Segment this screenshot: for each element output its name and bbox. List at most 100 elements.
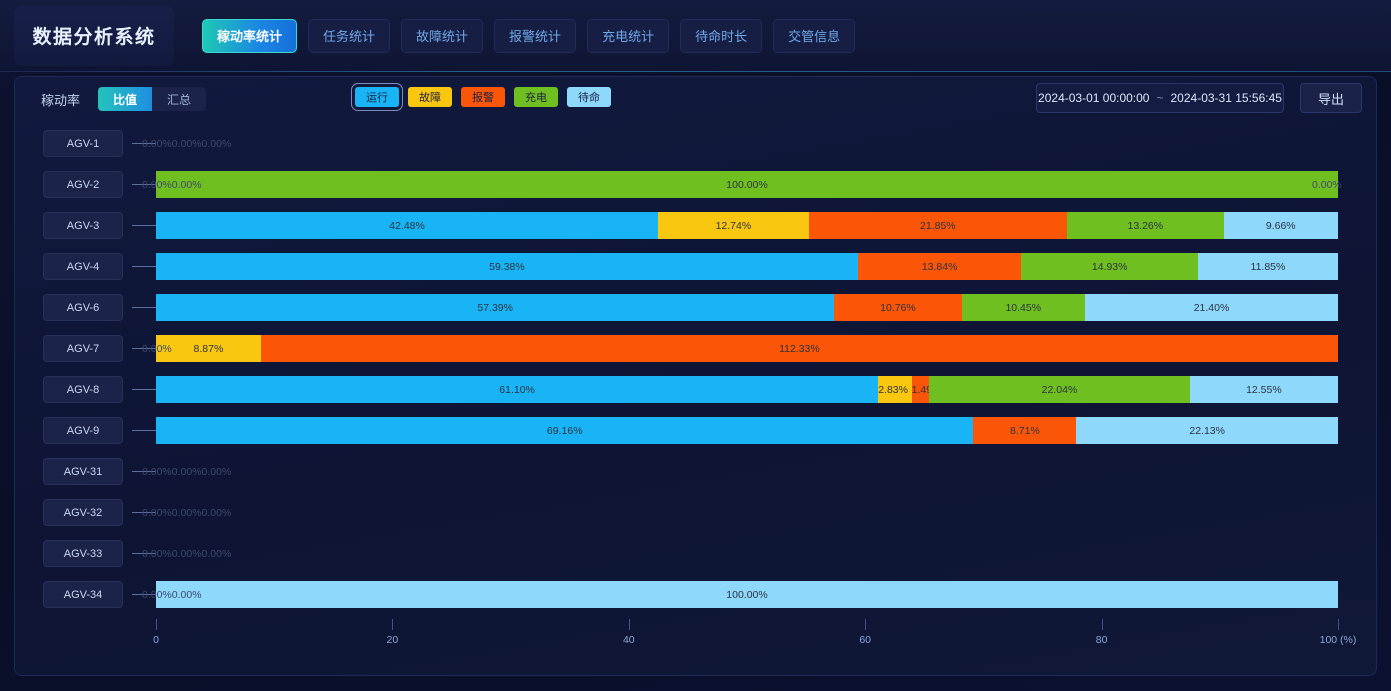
row-label-text: AGV-32 [63, 506, 103, 519]
export-button-label: 导出 [1317, 91, 1344, 107]
legend-filter-2[interactable]: 报警 [461, 87, 505, 107]
chart-row: AGV-34 100.00% 0.00%0.00% [15, 574, 1376, 615]
stacked-bar: 100.00% [156, 171, 1338, 198]
row-label-agv-6[interactable]: AGV-6 [43, 294, 123, 321]
tab-2[interactable]: 故障统计 [401, 18, 484, 53]
bar-segment-报警[interactable]: 10.76% [834, 294, 962, 321]
stacked-bar [156, 130, 1338, 157]
bar-segment-value: 13.26% [1127, 219, 1164, 232]
rate-mode-label: 比值 [113, 92, 138, 107]
tab-3[interactable]: 报警统计 [494, 18, 577, 53]
tab-1[interactable]: 任务统计 [308, 18, 391, 53]
bar-segment-运行[interactable]: 69.16% [156, 417, 974, 444]
tab-5[interactable]: 待命时长 [680, 18, 763, 53]
row-label-agv-33[interactable]: AGV-33 [43, 540, 123, 567]
bar-segment-待命[interactable]: 100.00% [156, 581, 1338, 608]
row-label-agv-34[interactable]: AGV-34 [43, 581, 123, 608]
bar-segment-故障[interactable]: 8.87% [156, 335, 261, 362]
bar-segment-value: 61.10% [499, 383, 535, 396]
row-label-text: AGV-4 [66, 260, 100, 273]
bar-segment-待命[interactable]: 12.55% [1189, 376, 1339, 403]
bar-segment-充电[interactable]: 13.26% [1066, 212, 1224, 239]
rate-mode-0[interactable]: 比值 [98, 87, 153, 111]
axis-tick-label: 20 [386, 634, 399, 646]
bar-segment-故障[interactable]: 12.74% [658, 212, 809, 239]
rate-mode-1[interactable]: 汇总 [152, 87, 207, 111]
legend-filter-label: 运行 [366, 92, 388, 104]
bar-segment-运行[interactable]: 61.10% [156, 376, 879, 403]
legend-filter-3[interactable]: 充电 [514, 87, 558, 107]
bar-segment-报警[interactable]: 13.84% [857, 253, 1022, 280]
row-label-agv-3[interactable]: AGV-3 [43, 212, 123, 239]
tab-label: 报警统计 [509, 29, 562, 44]
axis-tick [1101, 619, 1103, 630]
rate-mode-segmented-control: 比值 汇总 [98, 87, 207, 111]
bar-segment-充电[interactable]: 14.93% [1021, 253, 1198, 280]
bar-segment-value: 22.04% [1041, 383, 1078, 396]
chart-row: AGV-3 42.48% 12.74% 21.85% 13.26% 9.66% [15, 205, 1376, 246]
row-label-text: AGV-31 [63, 465, 103, 478]
row-connector-line [132, 594, 156, 595]
bar-segment-运行[interactable]: 57.39% [156, 294, 835, 321]
bar-segment-充电[interactable]: 22.04% [929, 376, 1190, 403]
rate-mode-label: 汇总 [167, 92, 192, 107]
row-label-agv-9[interactable]: AGV-9 [43, 417, 123, 444]
legend-filter-0[interactable]: 运行 [351, 83, 403, 111]
row-connector-line [132, 553, 156, 554]
row-label-agv-8[interactable]: AGV-8 [43, 376, 123, 403]
bar-segment-报警[interactable]: 1.49% [911, 376, 941, 403]
stacked-bar [156, 540, 1338, 567]
row-connector-line [132, 143, 156, 144]
bar-segment-待命[interactable]: 11.85% [1197, 253, 1338, 280]
bar-segment-value: 22.13% [1189, 424, 1225, 437]
tab-6[interactable]: 交管信息 [773, 18, 856, 53]
row-label-text: AGV-34 [63, 588, 103, 601]
stacked-bar [156, 458, 1338, 485]
stacked-bar: 69.16% 8.71% 22.13% [156, 417, 1338, 444]
status-legend-filter: 运行 故障 报警 充电 待命 [351, 83, 611, 111]
tab-4[interactable]: 充电统计 [587, 18, 670, 53]
bar-segment-故障[interactable]: 2.83% [878, 376, 912, 403]
row-connector-line [132, 430, 156, 431]
chart-row: AGV-7 8.87% 112.33% 0.00% [15, 328, 1376, 369]
row-connector-line [132, 266, 156, 267]
legend-filter-label: 充电 [525, 92, 547, 104]
bar-segment-value: 21.85% [920, 219, 956, 232]
row-label-agv-4[interactable]: AGV-4 [43, 253, 123, 280]
row-connector-line [132, 184, 156, 185]
row-label-agv-31[interactable]: AGV-31 [43, 458, 123, 485]
bar-segment-value: 10.45% [1005, 301, 1042, 314]
tab-label: 稼动率统计 [217, 29, 283, 44]
rate-label: 稼动率 [41, 92, 81, 108]
bar-segment-报警[interactable]: 8.71% [973, 417, 1077, 444]
main-tab-bar: 稼动率统计 任务统计 故障统计 报警统计 充电统计 待命时长 交管信息 [192, 7, 865, 65]
legend-filter-1[interactable]: 故障 [408, 87, 452, 107]
page-title: 数据分析系统 [32, 27, 156, 48]
bar-segment-待命[interactable]: 9.66% [1223, 212, 1338, 239]
row-label-text: AGV-3 [66, 219, 100, 232]
export-button[interactable]: 导出 [1300, 83, 1362, 113]
row-label-agv-7[interactable]: AGV-7 [43, 335, 123, 362]
bar-segment-报警[interactable]: 112.33% [260, 335, 1338, 362]
bar-segment-value: 11.85% [1250, 260, 1286, 273]
bar-segment-运行[interactable]: 42.48% [156, 212, 659, 239]
chart-row: AGV-4 59.38% 13.84% 14.93% 11.85% [15, 246, 1376, 287]
bar-segment-运行[interactable]: 59.38% [156, 253, 858, 280]
bar-segment-充电[interactable]: 10.45% [961, 294, 1086, 321]
legend-filter-4[interactable]: 待命 [567, 87, 611, 107]
date-range-picker[interactable]: 2024-03-01 00:00:00 ~ 2024-03-31 15:56:4… [1036, 83, 1284, 113]
bar-segment-待命[interactable]: 21.40% [1085, 294, 1338, 321]
row-label-agv-2[interactable]: AGV-2 [43, 171, 123, 198]
stacked-bar: 57.39% 10.76% 10.45% 21.40% [156, 294, 1338, 321]
tab-label: 任务统计 [323, 29, 376, 44]
bar-segment-待命[interactable]: 22.13% [1076, 417, 1338, 444]
bar-segment-报警[interactable]: 21.85% [808, 212, 1067, 239]
row-label-agv-32[interactable]: AGV-32 [43, 499, 123, 526]
bar-segment-充电[interactable]: 100.00% [156, 171, 1338, 198]
bar-segment-value: 69.16% [546, 424, 583, 437]
legend-filter-label: 待命 [578, 92, 600, 104]
tab-0[interactable]: 稼动率统计 [202, 18, 298, 53]
row-label-agv-1[interactable]: AGV-1 [43, 130, 123, 157]
row-label-text: AGV-1 [66, 137, 100, 150]
row-connector-line [132, 225, 156, 226]
